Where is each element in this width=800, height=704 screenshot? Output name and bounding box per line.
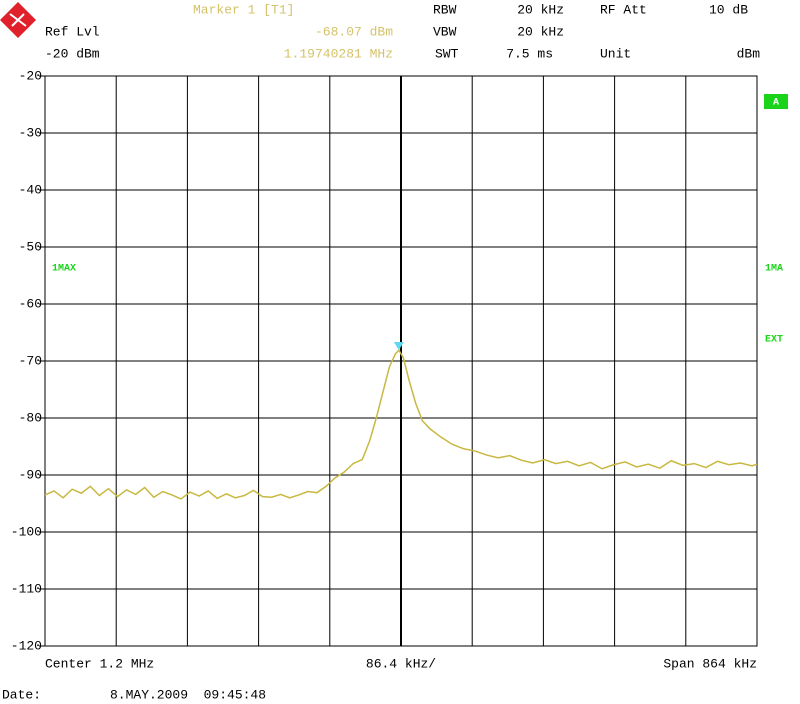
screen-label: A — [773, 98, 779, 109]
marker-freq: 1.19740281 MHz — [284, 46, 393, 61]
y-tick-label: -90 — [19, 467, 42, 482]
ext-label: EXT — [765, 335, 783, 346]
unit-value: dBm — [737, 46, 761, 61]
rfatt-label: RF Att — [600, 2, 647, 17]
ref-label: Ref Lvl — [45, 24, 100, 39]
y-tick-label: -40 — [19, 182, 42, 197]
y-tick-label: -80 — [19, 410, 42, 425]
span-label: Span 864 kHz — [663, 656, 757, 671]
marker-label: Marker 1 [T1] — [193, 2, 294, 17]
trace-label: 1MAX — [52, 264, 76, 275]
y-tick-label: -60 — [19, 296, 42, 311]
rbw-label: RBW — [433, 2, 457, 17]
logo — [0, 2, 36, 38]
y-tick-label: -70 — [19, 353, 42, 368]
unit-label: Unit — [600, 46, 631, 61]
division-label: 86.4 kHz/ — [366, 656, 436, 671]
date-value: 8.MAY.2009 09:45:48 — [110, 687, 266, 702]
date-label: Date: — [2, 687, 41, 702]
swt-value: 7.5 ms — [506, 46, 553, 61]
y-tick-label: -50 — [19, 239, 42, 254]
rbw-value: 20 kHz — [517, 2, 564, 17]
y-tick-label: -110 — [11, 581, 42, 596]
logo-stroke — [11, 13, 25, 27]
vbw-label: VBW — [433, 24, 457, 39]
screen-badge — [764, 94, 788, 109]
center-label: Center 1.2 MHz — [45, 656, 154, 671]
y-tick-label: -100 — [11, 524, 42, 539]
trace-side-label: 1MA — [765, 264, 783, 275]
swt-label: SWT — [435, 46, 459, 61]
ref-value: -20 dBm — [45, 46, 100, 61]
marker-level: -68.07 dBm — [315, 24, 393, 39]
trace-line — [44, 348, 758, 500]
y-tick-label: -30 — [19, 125, 42, 140]
marker — [393, 341, 404, 350]
vbw-value: 20 kHz — [517, 24, 564, 39]
y-tick-label: -120 — [11, 638, 42, 653]
y-tick-label: -20 — [19, 68, 42, 83]
rfatt-value: 10 dB — [709, 2, 748, 17]
